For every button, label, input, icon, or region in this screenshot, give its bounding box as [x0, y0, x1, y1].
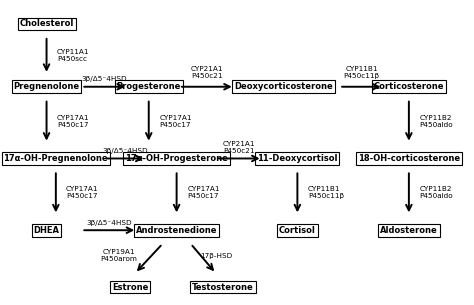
Text: CYP11B1
P450c11β: CYP11B1 P450c11β	[344, 66, 380, 79]
Text: DHEA: DHEA	[34, 226, 60, 235]
Text: CYP11B1
P450c11β: CYP11B1 P450c11β	[308, 186, 344, 199]
Text: Cholesterol: Cholesterol	[19, 20, 74, 28]
Text: CYP21A1
P450c21: CYP21A1 P450c21	[223, 141, 255, 154]
Text: CYP17A1
P450c17: CYP17A1 P450c17	[187, 186, 220, 199]
Text: 18-OH-corticosterone: 18-OH-corticosterone	[358, 154, 460, 163]
Text: 3β/Δ5⁻4HSD: 3β/Δ5⁻4HSD	[82, 76, 128, 82]
Text: 17α-OH-Pregnenolone: 17α-OH-Pregnenolone	[3, 154, 108, 163]
Text: Testosterone: Testosterone	[192, 282, 254, 292]
Text: CYP11A1
P450scc: CYP11A1 P450scc	[57, 49, 89, 62]
Text: Cortisol: Cortisol	[279, 226, 316, 235]
Text: 3β/Δ5⁻4HSD: 3β/Δ5⁻4HSD	[103, 148, 148, 154]
Text: CYP17A1
P450c17: CYP17A1 P450c17	[159, 115, 192, 127]
Text: Deoxycorticosterone: Deoxycorticosterone	[234, 82, 333, 91]
Text: Pregnenolone: Pregnenolone	[13, 82, 80, 91]
Text: CYP17A1
P450c17: CYP17A1 P450c17	[66, 186, 99, 199]
Text: Progesterone: Progesterone	[117, 82, 181, 91]
Text: CYP11B2
P450aldo: CYP11B2 P450aldo	[419, 115, 453, 127]
Text: Androstenedione: Androstenedione	[136, 226, 218, 235]
Text: 3β/Δ5⁻4HSD: 3β/Δ5⁻4HSD	[86, 220, 132, 226]
Text: CYP11B2
P450aldo: CYP11B2 P450aldo	[419, 186, 453, 199]
Text: 17α-OH-Progesterone: 17α-OH-Progesterone	[125, 154, 228, 163]
Text: Estrone: Estrone	[112, 282, 148, 292]
Text: Corticosterone: Corticosterone	[374, 82, 444, 91]
Text: CYP17A1
P450c17: CYP17A1 P450c17	[57, 115, 89, 127]
Text: 17β-HSD: 17β-HSD	[200, 253, 232, 259]
Text: 11-Deoxycortisol: 11-Deoxycortisol	[257, 154, 337, 163]
Text: CYP19A1
P450arom: CYP19A1 P450arom	[100, 249, 137, 262]
Text: Aldosterone: Aldosterone	[380, 226, 438, 235]
Text: CYP21A1
P450c21: CYP21A1 P450c21	[191, 66, 223, 79]
